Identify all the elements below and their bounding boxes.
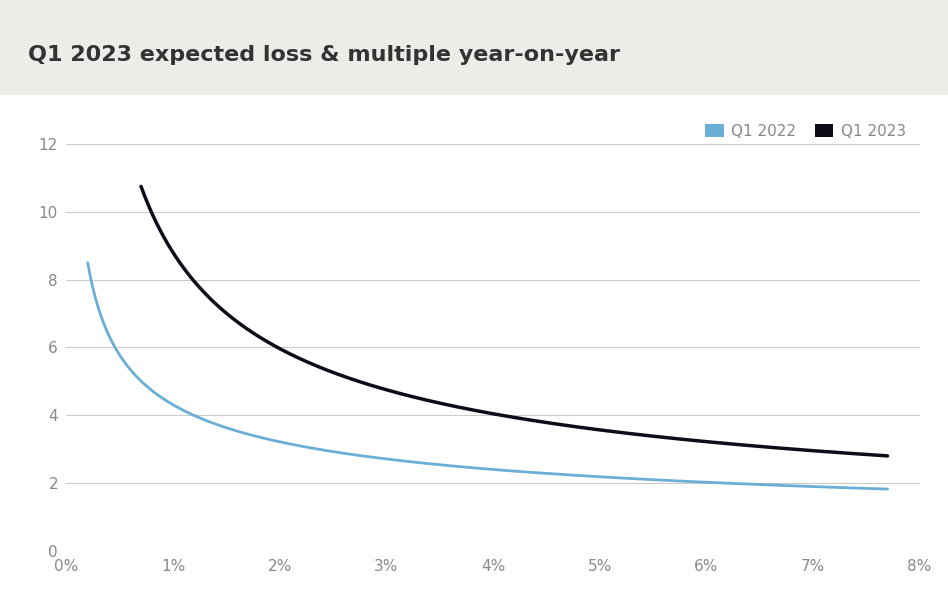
Q1 2023: [634, 431, 646, 438]
Q1 2022: [287, 441, 299, 449]
Q1 2023: [267, 341, 279, 349]
Q1 2022: [224, 425, 235, 432]
Q1 2022: [444, 462, 455, 469]
Q1 2023: [473, 408, 484, 415]
Legend: Q1 2022, Q1 2023: Q1 2022, Q1 2023: [700, 118, 912, 145]
Q1 2023: [327, 368, 338, 376]
Line: Q1 2022: Q1 2022: [87, 263, 887, 489]
Q1 2022: [554, 471, 565, 478]
Text: Q1 2023 expected loss & multiple year-on-year: Q1 2023 expected loss & multiple year-on…: [28, 45, 620, 65]
Q1 2022: [882, 485, 893, 493]
Line: Q1 2023: Q1 2023: [141, 187, 887, 456]
Q1 2023: [575, 424, 587, 431]
Q1 2023: [698, 438, 709, 445]
Q1 2022: [616, 474, 628, 482]
Q1 2022: [82, 259, 93, 266]
Q1 2022: [684, 478, 696, 485]
Q1 2023: [136, 183, 147, 190]
Q1 2023: [882, 452, 893, 460]
